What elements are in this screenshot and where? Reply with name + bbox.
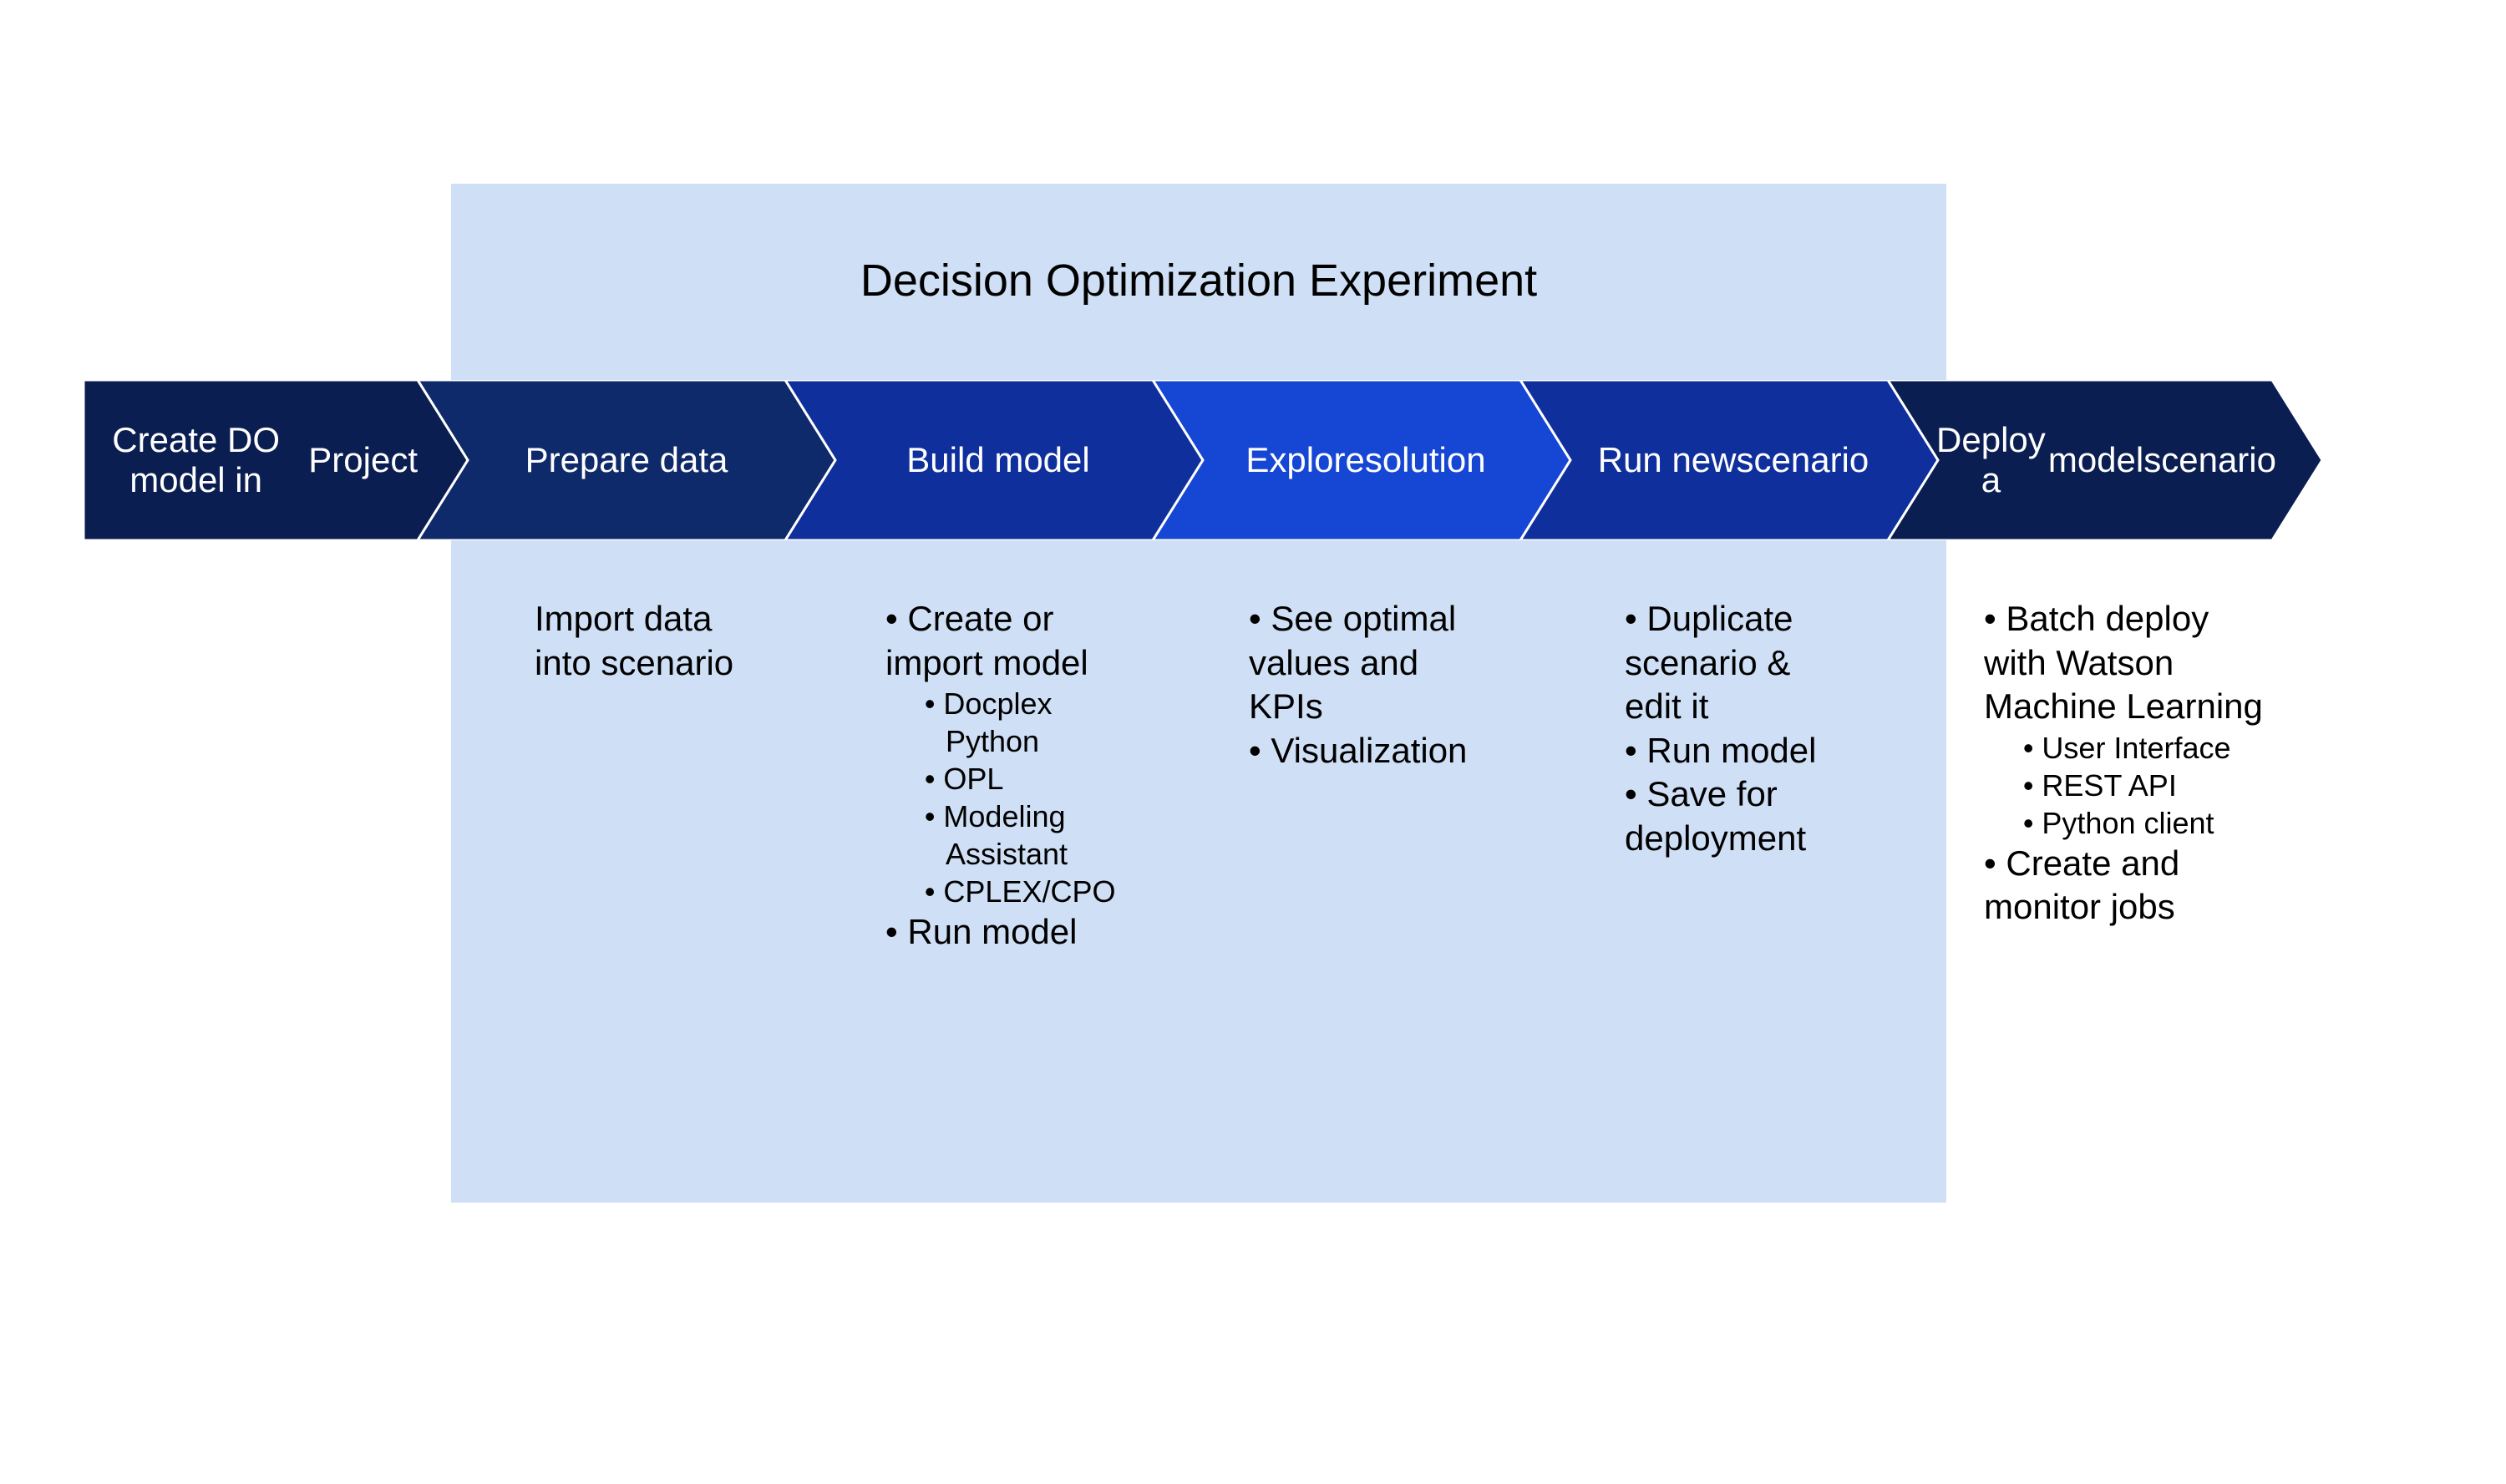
- detail-line: with Watson: [1984, 641, 2368, 686]
- detail-line: • Save for: [1625, 772, 1942, 817]
- detail-line: • See optimal: [1249, 597, 1566, 641]
- details-run-new: • Duplicatescenario &edit it• Run model•…: [1625, 597, 1942, 860]
- chevron-label-deploy: Deploy amodelscenario: [1934, 380, 2276, 540]
- chevron-label-explore: Exploresolution: [1199, 380, 1533, 540]
- detail-line: • Create and: [1984, 842, 2368, 886]
- chevron-row: Create DO model inProject Prepare dataBui…: [84, 380, 2422, 540]
- detail-line: • OPL: [885, 760, 1220, 798]
- detail-line: Machine Learning: [1984, 685, 2368, 729]
- detail-line: deployment: [1625, 817, 1942, 861]
- detail-line: monitor jobs: [1984, 885, 2368, 929]
- detail-line: Python: [885, 722, 1220, 760]
- chevron-label-prepare: Prepare data: [459, 380, 794, 540]
- experiment-title: Decision Optimization Experiment: [451, 255, 1946, 306]
- detail-line: import model: [885, 641, 1220, 686]
- detail-line: into scenario: [535, 641, 852, 686]
- details-build: • Create orimport model• DocplexPython• …: [885, 597, 1220, 955]
- detail-line: Import data: [535, 597, 852, 641]
- details-explore: • See optimalvalues andKPIs• Visualizati…: [1249, 597, 1566, 772]
- detail-line: • Batch deploy: [1984, 597, 2368, 641]
- detail-line: edit it: [1625, 685, 1942, 729]
- detail-line: KPIs: [1249, 685, 1566, 729]
- detail-line: • CPLEX/CPO: [885, 873, 1220, 910]
- detail-line: values and: [1249, 641, 1566, 686]
- chevron-label-build: Build model: [831, 380, 1165, 540]
- detail-line: • Python client: [1984, 804, 2368, 842]
- detail-line: • REST API: [1984, 767, 2368, 804]
- chevron-label-create: Create DO model inProject: [84, 380, 418, 540]
- chevron-label-run-new: Run newscenario: [1566, 380, 1900, 540]
- detail-line: scenario &: [1625, 641, 1942, 686]
- detail-line: • Modeling: [885, 798, 1220, 835]
- detail-line: • Duplicate: [1625, 597, 1942, 641]
- detail-line: • Docplex: [885, 685, 1220, 722]
- detail-line: Assistant: [885, 835, 1220, 873]
- detail-line: • Create or: [885, 597, 1220, 641]
- detail-line: • User Interface: [1984, 729, 2368, 767]
- details-deploy: • Batch deploywith WatsonMachine Learnin…: [1984, 597, 2368, 929]
- detail-line: • Visualization: [1249, 729, 1566, 773]
- detail-line: • Run model: [885, 910, 1220, 955]
- detail-line: • Run model: [1625, 729, 1942, 773]
- details-prepare: Import datainto scenario: [535, 597, 852, 685]
